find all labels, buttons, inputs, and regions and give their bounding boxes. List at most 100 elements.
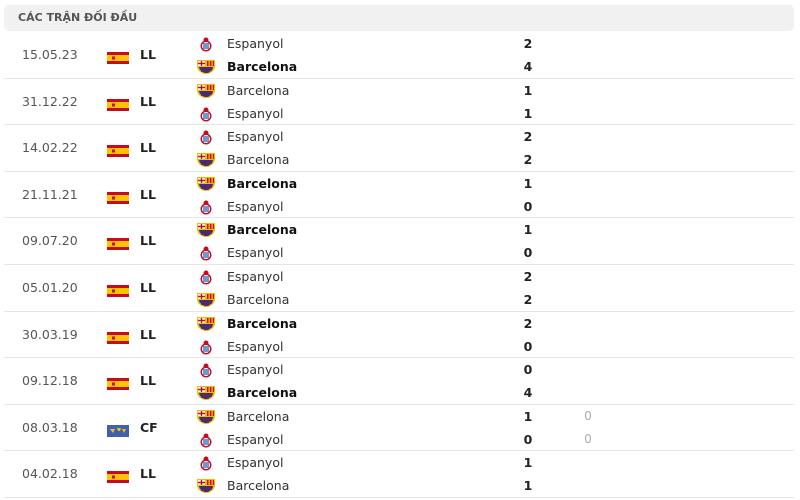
team-score: 1 (523, 455, 533, 471)
espanyol-logo-icon (196, 245, 216, 261)
barcelona-logo-icon (196, 59, 216, 75)
match-row[interactable]: 21.11.21 LL Barcelona 1 Espanyol 0 (4, 172, 794, 219)
barcelona-logo-icon (196, 409, 216, 425)
team-line: Espanyol 0 (196, 195, 756, 218)
team-line: Espanyol 2 (196, 32, 756, 55)
team-score: 1 (523, 408, 533, 424)
espanyol-logo-icon (196, 339, 216, 355)
team-name[interactable]: Espanyol (227, 198, 284, 214)
team-name[interactable]: Espanyol (227, 129, 284, 145)
match-row[interactable]: 09.07.20 LL Barcelona 1 Espanyol 0 (4, 218, 794, 265)
spain-flag-icon (107, 142, 129, 158)
espanyol-logo-icon (196, 362, 216, 378)
espanyol-logo-icon (196, 455, 216, 471)
team-score: 1 (523, 105, 533, 121)
competition: LL (140, 466, 156, 482)
team-score: 1 (523, 478, 533, 494)
team-line: Espanyol 1 (196, 451, 756, 474)
match-row[interactable]: 05.01.20 LL Espanyol 2 Barcelona 2 (4, 265, 794, 312)
team-score: 1 (523, 82, 533, 98)
match-row[interactable]: 15.05.23 LL Espanyol 2 Barcelona 4 (4, 32, 794, 79)
team-score: 0 (523, 431, 533, 447)
team-score: 2 (523, 129, 533, 145)
team-line: Barcelona 2 (196, 288, 756, 311)
barcelona-logo-icon (196, 176, 216, 192)
secondary-score: 0 (584, 408, 592, 423)
competition: LL (140, 47, 156, 62)
spain-flag-icon (107, 96, 129, 111)
team-line: Barcelona 1 0 (196, 405, 756, 428)
team-name[interactable]: Espanyol (227, 105, 284, 121)
team-line: Espanyol 0 (196, 335, 756, 358)
team-name[interactable]: Espanyol (227, 36, 284, 51)
team-score: 4 (523, 59, 533, 74)
team-line: Barcelona 2 (196, 148, 756, 171)
match-date: 05.01.20 (22, 279, 78, 295)
team-name[interactable]: Barcelona (227, 291, 290, 307)
espanyol-logo-icon (196, 106, 216, 122)
match-date: 15.05.23 (22, 47, 78, 62)
team-score: 2 (523, 315, 533, 331)
barcelona-logo-icon (196, 292, 216, 308)
barcelona-logo-icon (196, 316, 216, 332)
section-header: CÁC TRẬN ĐỐI ĐẦU (4, 5, 794, 31)
team-name[interactable]: Barcelona (227, 59, 298, 74)
match-row[interactable]: 08.03.18 CF Barcelona 1 0 Espanyol 0 0 (4, 405, 794, 452)
team-name[interactable]: Espanyol (227, 455, 284, 471)
team-name[interactable]: Espanyol (227, 362, 284, 378)
match-row[interactable]: 09.12.18 LL Espanyol 0 Barcelona 4 (4, 358, 794, 405)
match-row[interactable]: 04.02.18 LL Espanyol 1 Barcelona 1 (4, 451, 794, 498)
team-score: 0 (523, 245, 533, 261)
team-name[interactable]: Barcelona (227, 82, 290, 98)
competition: LL (140, 93, 156, 109)
team-line: Barcelona 4 (196, 381, 756, 404)
match-list: 15.05.23 LL Espanyol 2 Barcelona 4 31.12… (4, 32, 794, 498)
team-name[interactable]: Espanyol (227, 431, 284, 447)
team-score: 4 (523, 385, 533, 401)
team-name[interactable]: Espanyol (227, 268, 284, 284)
team-name[interactable]: Barcelona (227, 385, 298, 401)
competition: LL (140, 140, 156, 156)
team-name[interactable]: Barcelona (227, 152, 290, 168)
match-date: 09.07.20 (22, 233, 78, 249)
barcelona-logo-icon (196, 478, 216, 494)
competition: LL (140, 326, 156, 342)
team-score: 0 (523, 362, 533, 378)
spain-flag-icon (107, 49, 129, 64)
match-date: 08.03.18 (22, 419, 78, 435)
match-row[interactable]: 14.02.22 LL Espanyol 2 Barcelona 2 (4, 125, 794, 172)
team-score: 1 (523, 222, 533, 238)
espanyol-logo-icon (196, 269, 216, 285)
team-name[interactable]: Barcelona (227, 175, 298, 191)
match-date: 30.03.19 (22, 326, 78, 342)
team-name[interactable]: Barcelona (227, 408, 290, 424)
team-name[interactable]: Barcelona (227, 315, 298, 331)
match-date: 21.11.21 (22, 186, 78, 202)
match-date: 09.12.18 (22, 373, 78, 389)
espanyol-logo-icon (196, 432, 216, 448)
team-line: Barcelona 1 (196, 79, 756, 102)
spain-flag-icon (107, 189, 129, 204)
competition: LL (140, 279, 156, 295)
team-line: Espanyol 0 (196, 358, 756, 381)
espanyol-logo-icon (196, 129, 216, 145)
team-name[interactable]: Barcelona (227, 222, 298, 238)
team-line: Espanyol 0 (196, 241, 756, 264)
secondary-score: 0 (584, 431, 592, 446)
world-flag-icon (107, 422, 129, 437)
team-name[interactable]: Espanyol (227, 245, 284, 261)
match-row[interactable]: 30.03.19 LL Barcelona 2 Espanyol 0 (4, 312, 794, 359)
team-line: Espanyol 2 (196, 265, 756, 288)
team-line: Barcelona 2 (196, 312, 756, 335)
competition: CF (140, 419, 158, 435)
competition: LL (140, 233, 156, 249)
team-name[interactable]: Espanyol (227, 338, 284, 354)
team-score: 2 (523, 36, 533, 51)
espanyol-logo-icon (196, 36, 216, 52)
spain-flag-icon (107, 468, 129, 484)
spain-flag-icon (107, 282, 129, 297)
match-row[interactable]: 31.12.22 LL Barcelona 1 Espanyol 1 (4, 79, 794, 126)
match-date: 14.02.22 (22, 140, 78, 156)
team-name[interactable]: Barcelona (227, 478, 290, 494)
team-line: Barcelona 1 (196, 218, 756, 241)
